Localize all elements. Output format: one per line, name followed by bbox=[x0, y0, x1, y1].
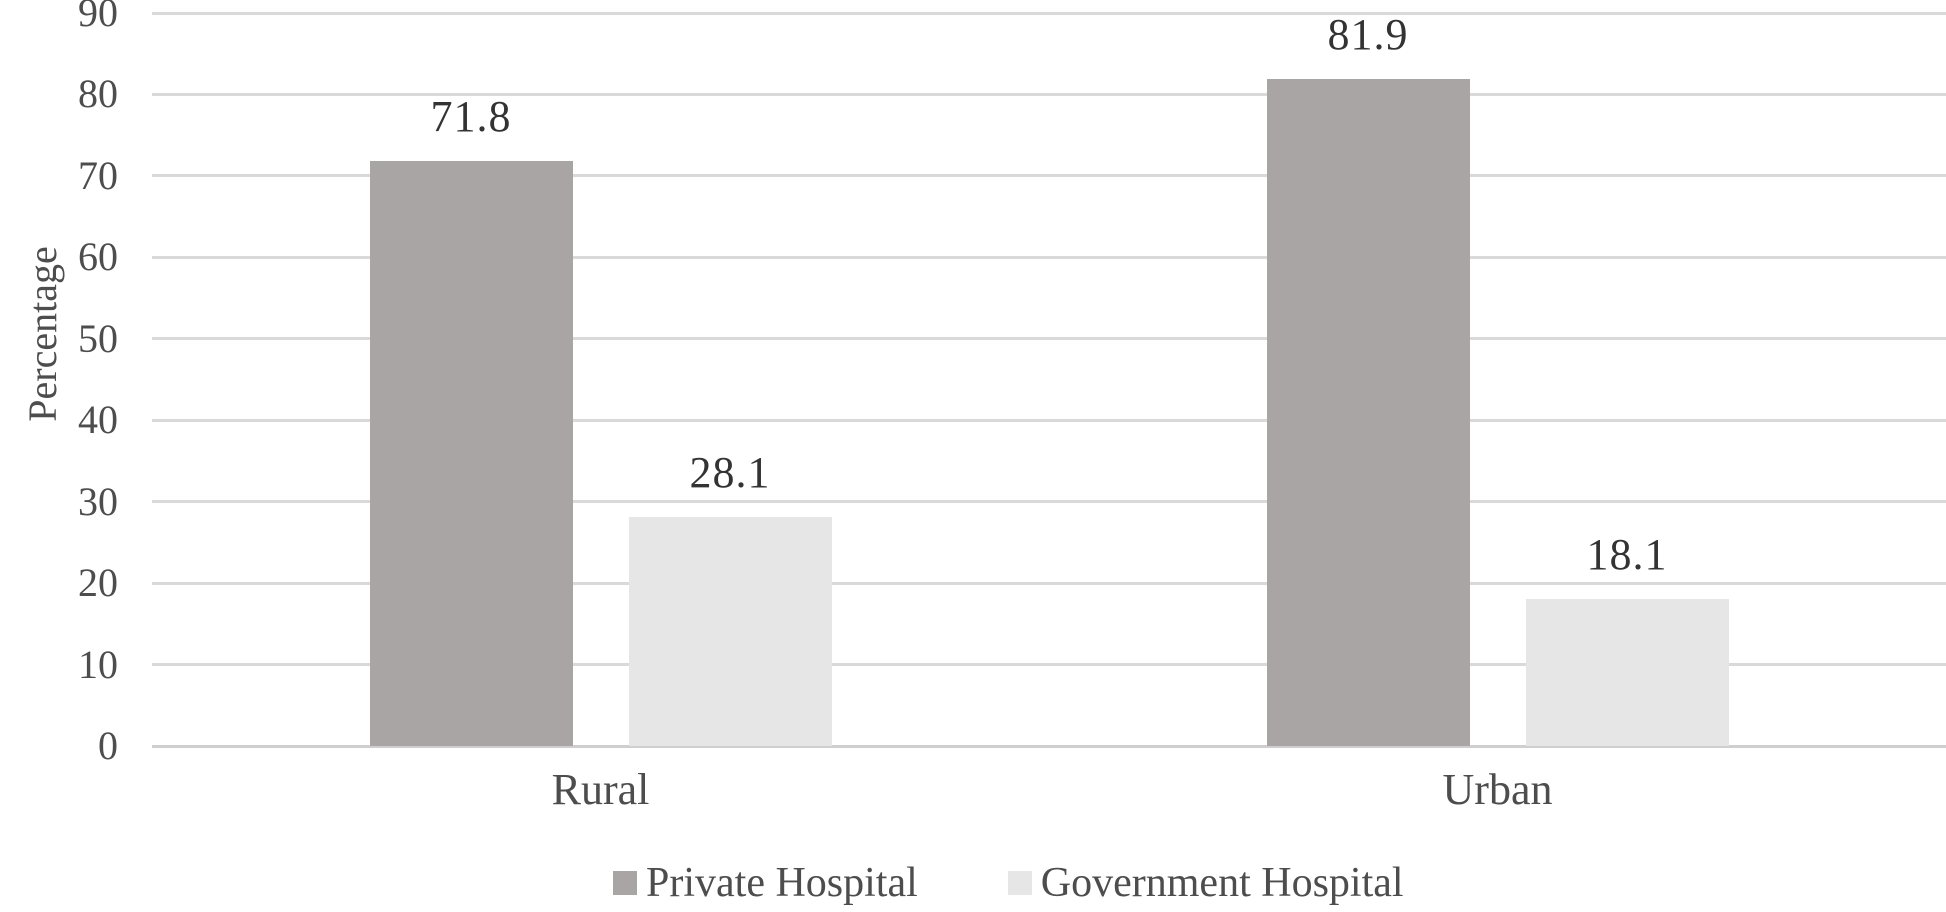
y-tick-label: 10 bbox=[78, 641, 118, 687]
x-axis-baseline bbox=[152, 744, 1946, 748]
legend-item-private-hospital: Private Hospital bbox=[613, 862, 918, 904]
gridline bbox=[152, 663, 1946, 667]
data-label: 18.1 bbox=[1586, 529, 1668, 579]
data-label: 81.9 bbox=[1327, 9, 1409, 59]
bar-urban-private-hospital bbox=[1266, 78, 1470, 746]
legend: Private Hospital Government Hospital bbox=[613, 862, 1404, 904]
gridline bbox=[152, 174, 1946, 178]
plot-area: 71.8 28.1 81.9 18.1 bbox=[152, 9, 1946, 748]
x-category-label-rural: Rural bbox=[551, 765, 650, 814]
y-tick-label: 60 bbox=[78, 234, 118, 280]
y-tick-label: 90 bbox=[78, 0, 118, 35]
y-tick-label: 30 bbox=[78, 478, 118, 524]
gridline bbox=[152, 581, 1946, 585]
bar-rural-private-hospital bbox=[369, 161, 573, 746]
gridline bbox=[152, 337, 1946, 341]
gridline bbox=[152, 500, 1946, 504]
gridline bbox=[152, 11, 1946, 15]
y-tick-label: 70 bbox=[78, 152, 118, 198]
data-label: 71.8 bbox=[430, 92, 512, 142]
legend-item-government-hospital: Government Hospital bbox=[1007, 860, 1404, 906]
legend-swatch-icon bbox=[1007, 871, 1032, 895]
legend-swatch-icon bbox=[613, 871, 637, 895]
gridline bbox=[152, 92, 1946, 96]
legend-label: Government Hospital bbox=[1040, 860, 1404, 906]
bar-rural-government-hospital bbox=[628, 517, 832, 746]
x-category-label-urban: Urban bbox=[1442, 765, 1553, 814]
y-tick-label: 20 bbox=[78, 560, 118, 606]
gridline bbox=[152, 418, 1946, 422]
bar-urban-government-hospital bbox=[1525, 598, 1729, 746]
data-label: 28.1 bbox=[689, 448, 771, 498]
legend-label: Private Hospital bbox=[646, 860, 918, 906]
y-tick-label: 0 bbox=[98, 723, 118, 768]
y-tick-label: 40 bbox=[78, 397, 118, 443]
y-tick-label: 50 bbox=[78, 315, 118, 361]
gridline bbox=[152, 255, 1946, 259]
y-tick-label: 80 bbox=[78, 71, 118, 117]
